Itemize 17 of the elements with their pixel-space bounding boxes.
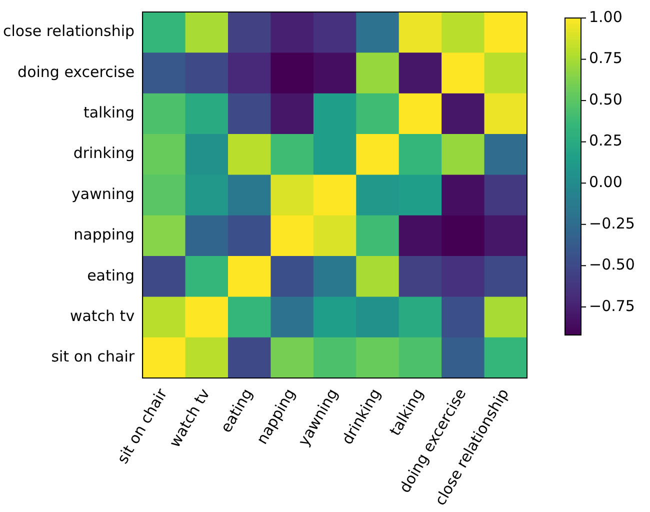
y-tick-label: drinking: [73, 144, 135, 162]
y-tick-label: sit on chair: [51, 348, 136, 366]
color-bar-label: −0.50: [589, 256, 635, 274]
color-bar-label: −0.75: [589, 296, 635, 315]
color-bar-label: 0.50: [589, 90, 622, 108]
color-bar-label: 0.75: [589, 49, 622, 68]
color-bar-label: 1.00: [589, 8, 622, 26]
y-tick-label: napping: [74, 226, 135, 244]
y-tick-label: close relationship: [2, 22, 135, 40]
color-bar-label: 0.00: [589, 172, 622, 191]
y-tick-label: watch tv: [70, 306, 135, 325]
y-tick-label: talking: [83, 104, 135, 122]
y-tick-label: doing excercise: [18, 62, 135, 81]
y-tick-label: eating: [87, 266, 135, 284]
color-bar-label: 0.25: [589, 132, 622, 150]
y-tick-label: yawning: [72, 184, 135, 203]
color-bar-label: −0.25: [589, 214, 635, 232]
